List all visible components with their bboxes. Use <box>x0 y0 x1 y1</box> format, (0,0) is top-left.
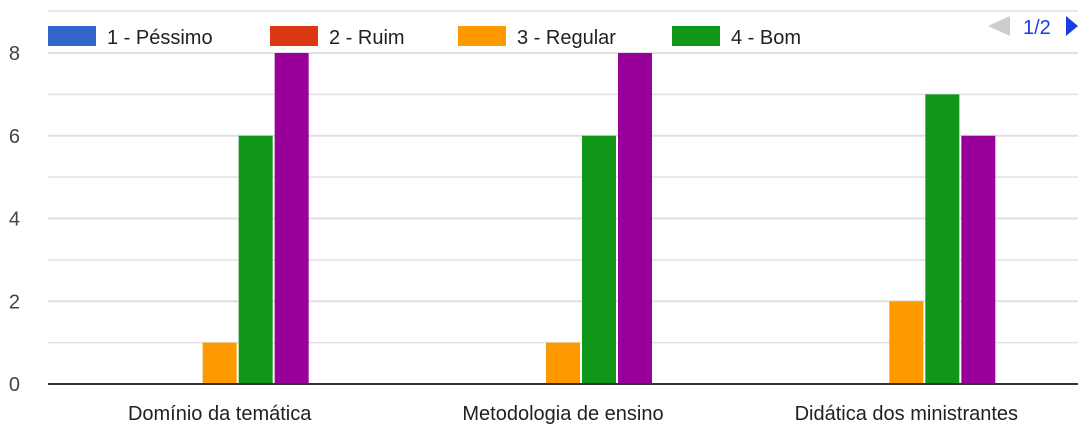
x-tick-label: Domínio da temática <box>128 403 312 425</box>
bar[interactable] <box>889 301 924 384</box>
legend-label: 2 - Ruim <box>329 27 405 49</box>
bar[interactable] <box>202 342 237 384</box>
legend-label: 3 - Regular <box>517 27 616 49</box>
legend-page-indicator: 1/2 <box>1023 17 1051 39</box>
x-tick-label: Metodologia de ensino <box>462 403 663 425</box>
bar[interactable] <box>274 53 309 384</box>
legend: 1 - Péssimo 2 - Ruim 3 - Regular 4 - Bom <box>48 26 801 49</box>
y-tick-label: 8 <box>9 43 20 65</box>
bar[interactable] <box>546 342 580 384</box>
bar[interactable] <box>582 135 616 384</box>
bar[interactable] <box>618 53 652 384</box>
y-tick-label: 0 <box>9 374 20 396</box>
legend-swatch <box>672 26 720 46</box>
x-axis-labels: Domínio da temática Metodologia de ensino… <box>128 403 1018 425</box>
bar[interactable] <box>238 135 273 384</box>
legend-swatch <box>48 26 96 46</box>
legend-next-icon[interactable] <box>1066 16 1078 36</box>
y-tick-label: 2 <box>9 291 20 313</box>
x-tick-label: Didática dos ministrantes <box>795 403 1018 425</box>
y-axis-ticks: 0 2 4 6 8 <box>9 43 20 396</box>
legend-label: 1 - Péssimo <box>107 27 213 49</box>
legend-swatch <box>458 26 506 46</box>
y-tick-label: 4 <box>9 209 20 231</box>
bars <box>202 53 996 384</box>
legend-pager: 1/2 <box>988 16 1078 39</box>
legend-label: 4 - Bom <box>731 27 801 49</box>
legend-swatch <box>270 26 318 46</box>
legend-prev-icon[interactable] <box>988 16 1010 36</box>
grid-lines <box>48 10 1078 344</box>
bar[interactable] <box>961 135 996 384</box>
bar[interactable] <box>925 94 960 384</box>
y-tick-label: 6 <box>9 126 20 148</box>
